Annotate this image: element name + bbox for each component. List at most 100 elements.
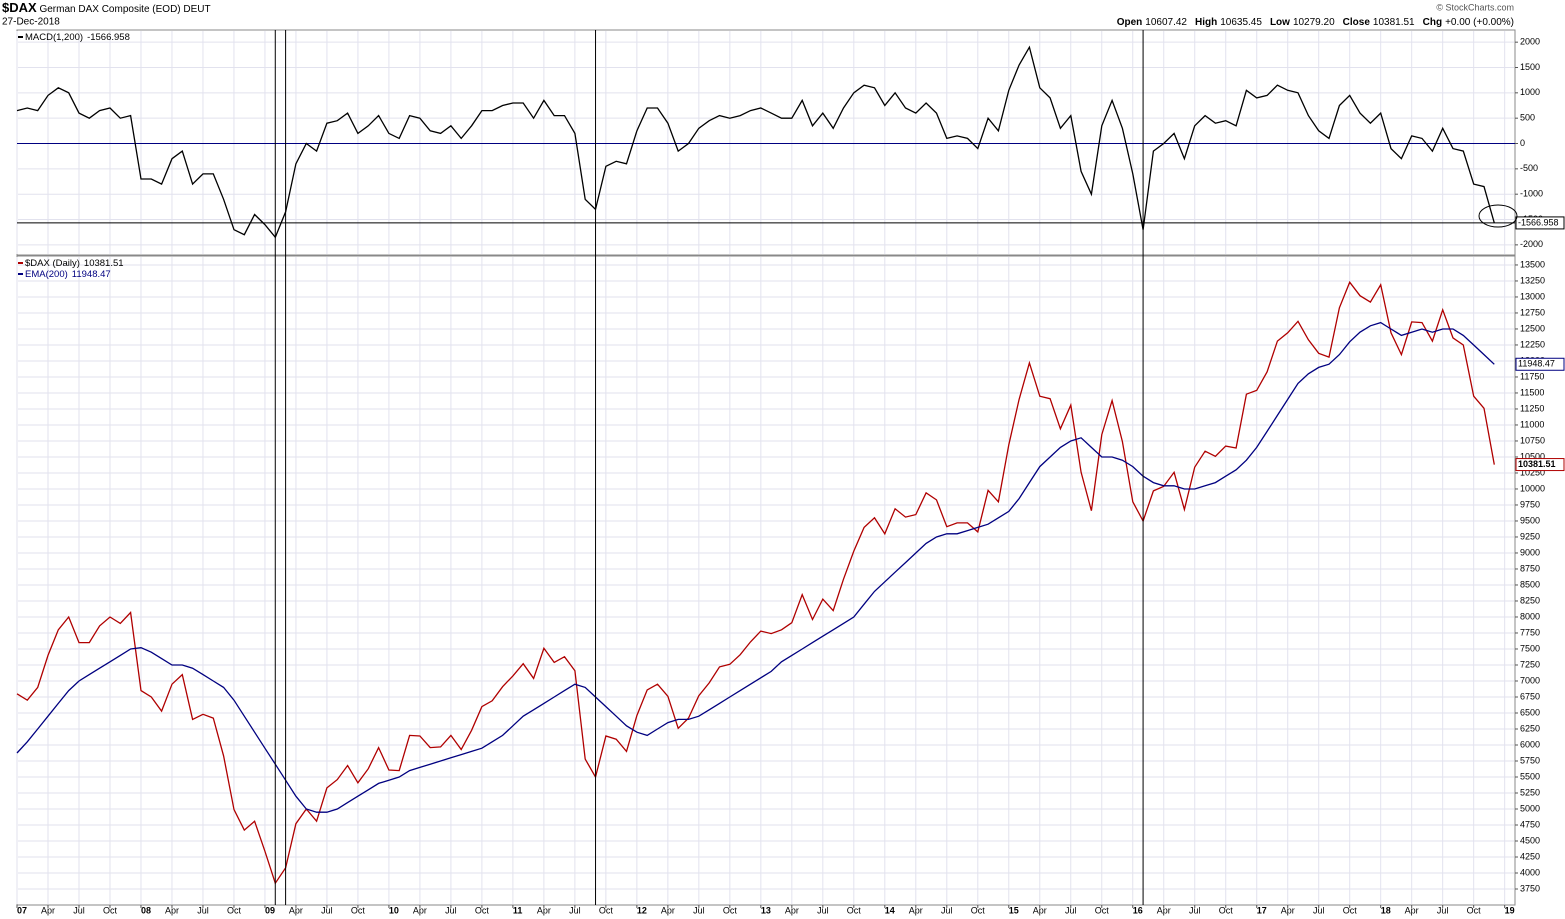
y-tick-label: 11500 xyxy=(1520,387,1544,397)
x-tick-label: Jul xyxy=(1313,905,1325,915)
legend-entry: MACD(1,200) -1566.958 xyxy=(25,32,130,43)
legend-entry: $DAX (Daily) 10381.51 xyxy=(25,258,124,269)
quote-label: Chg xyxy=(1423,17,1442,28)
credit: © StockCharts.com xyxy=(1436,2,1514,12)
x-tick-label: Oct xyxy=(971,905,986,915)
y-tick-label: 4250 xyxy=(1520,851,1540,861)
y-tick-label: 13500 xyxy=(1520,259,1545,269)
x-tick-label: Oct xyxy=(1219,905,1234,915)
legend-value: -1566.958 xyxy=(87,32,130,43)
x-tick-label: Jul xyxy=(817,905,829,915)
y-tick-label: 12250 xyxy=(1520,339,1545,349)
legend-entry: EMA(200) 11948.47 xyxy=(25,269,111,280)
y-tick-label: 9750 xyxy=(1520,499,1540,509)
x-tick-label: 19 xyxy=(1505,905,1515,915)
value-box-label: 11948.47 xyxy=(1518,359,1555,369)
quote-label: Close xyxy=(1343,17,1371,28)
y-tick-label: 4500 xyxy=(1520,835,1540,845)
y-tick-label: -2000 xyxy=(1520,239,1543,249)
y-tick-label: 12500 xyxy=(1520,323,1545,333)
series-line xyxy=(16,45,1495,239)
y-tick-label: 11250 xyxy=(1520,403,1544,413)
legend-value: 10381.51 xyxy=(84,258,124,269)
symbol-name: German DAX Composite (EOD) DEUT xyxy=(39,4,210,15)
y-tick-label: 11000 xyxy=(1520,419,1544,429)
x-tick-label: Jul xyxy=(321,905,333,915)
x-tick-label: Oct xyxy=(351,905,366,915)
x-tick-label: Apr xyxy=(537,905,551,915)
date: 27-Dec-2018 xyxy=(2,17,60,28)
y-tick-label: 3750 xyxy=(1520,883,1540,893)
y-tick-label: 1000 xyxy=(1520,87,1540,97)
quote-value: 10635.45 xyxy=(1220,17,1262,28)
legend-name: EMA(200) xyxy=(25,269,68,280)
x-tick-label: 12 xyxy=(637,905,647,915)
y-tick-label: 2000 xyxy=(1520,37,1540,47)
x-tick-label: Jul xyxy=(73,905,85,915)
quote-label: High xyxy=(1195,17,1217,28)
x-tick-label: 11 xyxy=(513,905,523,915)
y-tick-label: 10750 xyxy=(1520,435,1545,445)
x-tick-label: 14 xyxy=(885,905,895,915)
y-tick-label: 9500 xyxy=(1520,515,1540,525)
value-box-label: -1566.958 xyxy=(1518,217,1559,227)
header-title: $DAX German DAX Composite (EOD) DEUT xyxy=(2,0,211,15)
x-tick-label: 13 xyxy=(761,905,771,915)
quote-value: 10381.51 xyxy=(1373,17,1415,28)
quote-value: +0.00 (+0.00%) xyxy=(1445,17,1514,28)
value-box xyxy=(1515,357,1565,371)
y-tick-label: 7000 xyxy=(1520,675,1540,685)
x-tick-label: Jul xyxy=(1065,905,1077,915)
x-tick-label: Jul xyxy=(693,905,705,915)
x-tick-label: Oct xyxy=(475,905,490,915)
y-tick-label: 13250 xyxy=(1520,275,1545,285)
y-tick-label: 9250 xyxy=(1520,531,1540,541)
y-tick-label: 9000 xyxy=(1520,547,1540,557)
y-tick-label: 8750 xyxy=(1520,563,1540,573)
legend-value: 11948.47 xyxy=(72,269,111,280)
y-tick-label: 8500 xyxy=(1520,579,1540,589)
y-tick-label: 13000 xyxy=(1520,291,1545,301)
series-line xyxy=(16,280,1495,885)
y-tick-label: 8250 xyxy=(1520,595,1540,605)
x-tick-label: Apr xyxy=(41,905,55,915)
y-tick-label: 1500 xyxy=(1520,62,1540,72)
series-line xyxy=(16,321,1495,813)
y-tick-label: 12750 xyxy=(1520,307,1545,317)
x-tick-label: Apr xyxy=(1281,905,1295,915)
x-tick-label: 15 xyxy=(1009,905,1019,915)
x-tick-label: Apr xyxy=(289,905,303,915)
quote: Open 10607.42 High 10635.45 Low 10279.20 Close… xyxy=(1117,17,1514,28)
y-tick-label: 5000 xyxy=(1520,803,1540,813)
x-tick-label: Apr xyxy=(1405,905,1419,915)
x-tick-label: Oct xyxy=(227,905,242,915)
x-tick-label: Apr xyxy=(909,905,923,915)
x-tick-label: Oct xyxy=(847,905,862,915)
x-tick-label: Apr xyxy=(413,905,427,915)
x-tick-label: Apr xyxy=(785,905,799,915)
x-tick-label: Apr xyxy=(1157,905,1171,915)
y-tick-label: 6750 xyxy=(1520,691,1540,701)
x-tick-label: Oct xyxy=(1095,905,1110,915)
x-tick-label: Apr xyxy=(165,905,179,915)
value-box xyxy=(1515,458,1565,472)
y-tick-label: 6250 xyxy=(1520,723,1540,733)
x-tick-label: Oct xyxy=(723,905,738,915)
symbol: $DAX xyxy=(2,0,37,15)
x-tick-label: Oct xyxy=(1343,905,1358,915)
y-tick-label: 7500 xyxy=(1520,643,1540,653)
legend-name: MACD(1,200) xyxy=(25,32,83,43)
y-tick-label: -500 xyxy=(1520,163,1538,173)
legend-name: $DAX (Daily) xyxy=(25,258,80,269)
y-tick-label: 5500 xyxy=(1520,771,1540,781)
y-tick-label: 5750 xyxy=(1520,755,1540,765)
x-tick-label: 16 xyxy=(1133,905,1143,915)
quote-label: Open xyxy=(1117,17,1143,28)
y-tick-label: 10000 xyxy=(1520,483,1545,493)
y-tick-label: 4000 xyxy=(1520,867,1540,877)
x-tick-label: 18 xyxy=(1381,905,1391,915)
plots: -2000-1500-1000-5000500100015002000MACD(… xyxy=(16,29,1565,915)
x-tick-label: Jul xyxy=(197,905,209,915)
